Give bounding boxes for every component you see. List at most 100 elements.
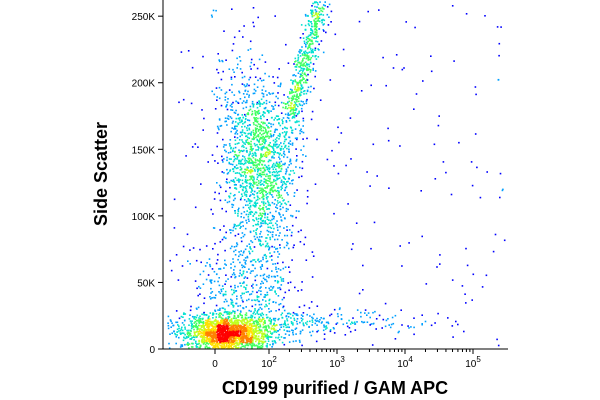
event-dot <box>274 317 277 320</box>
event-dot <box>213 93 216 96</box>
event-dot <box>262 323 265 326</box>
event-dot <box>375 318 378 320</box>
event-dot <box>326 13 329 16</box>
event-dot <box>255 231 257 234</box>
event-dot <box>301 281 303 283</box>
event-dot <box>263 101 265 104</box>
event-dot <box>314 34 316 36</box>
event-dot <box>217 322 220 324</box>
event-dot <box>280 326 282 328</box>
event-dot <box>496 338 498 341</box>
event-dot <box>306 42 309 45</box>
event-dot <box>203 340 206 342</box>
event-dot <box>301 87 304 90</box>
event-dot <box>236 101 239 104</box>
event-dot <box>178 101 180 104</box>
event-dot <box>265 182 267 184</box>
event-dot <box>239 169 242 171</box>
event-dot <box>270 125 273 128</box>
event-dot <box>226 322 228 325</box>
event-dot <box>372 311 374 314</box>
event-dot <box>268 92 270 94</box>
event-dot <box>244 314 247 316</box>
event-dot <box>253 164 256 166</box>
event-dot <box>203 342 206 344</box>
event-dot <box>218 86 221 89</box>
event-dot <box>302 33 304 35</box>
event-dot <box>312 42 314 45</box>
event-dot <box>282 148 285 150</box>
event-dot <box>265 257 267 260</box>
event-dot <box>267 149 269 151</box>
event-dot <box>265 135 267 138</box>
event-dot <box>240 327 243 330</box>
event-dot <box>306 66 308 69</box>
event-dot <box>266 94 268 96</box>
event-dot <box>264 322 266 324</box>
event-dot <box>193 322 196 324</box>
event-dot <box>269 178 271 180</box>
event-dot <box>364 309 367 311</box>
event-dot <box>245 336 248 339</box>
event-dot <box>256 139 259 142</box>
event-dot <box>240 237 243 239</box>
event-dot <box>248 332 251 335</box>
event-dot <box>236 155 239 158</box>
event-dot <box>301 344 303 347</box>
event-dot <box>250 346 253 348</box>
event-dot <box>209 329 211 332</box>
event-dot <box>280 314 283 316</box>
event-dot <box>243 84 246 86</box>
event-dot <box>259 306 262 309</box>
event-dot <box>252 122 255 124</box>
event-dot <box>226 182 228 184</box>
event-dot <box>272 231 274 233</box>
event-dot <box>282 261 284 264</box>
event-dot <box>260 98 263 101</box>
event-dot <box>305 38 308 41</box>
event-dot <box>236 340 238 342</box>
event-dot <box>266 119 268 121</box>
event-dot <box>387 318 389 320</box>
event-dot <box>198 285 200 288</box>
event-dot <box>388 187 390 189</box>
event-dot <box>256 178 258 181</box>
event-dot <box>225 231 227 234</box>
event-dot <box>254 309 256 312</box>
event-dot <box>297 290 299 292</box>
event-dot <box>276 152 279 154</box>
event-dot <box>221 326 224 329</box>
event-dot <box>173 330 175 332</box>
event-dot <box>255 335 258 337</box>
event-dot <box>312 33 315 35</box>
event-dot <box>290 322 293 325</box>
event-dot <box>298 124 300 127</box>
event-dot <box>237 210 240 213</box>
event-dot <box>342 65 345 67</box>
event-dot <box>299 132 301 135</box>
event-dot <box>262 141 265 143</box>
event-dot <box>261 330 263 333</box>
event-dot <box>277 85 280 87</box>
event-dot <box>307 73 309 76</box>
event-dot <box>210 282 213 284</box>
event-dot <box>296 320 298 323</box>
event-dot <box>295 314 298 316</box>
event-dot <box>215 87 218 89</box>
event-dot <box>296 82 298 85</box>
event-dot <box>262 321 265 324</box>
event-dot <box>299 81 302 83</box>
event-dot <box>198 322 201 324</box>
event-dot <box>312 12 315 14</box>
event-dot <box>244 346 246 348</box>
event-dot <box>250 210 252 213</box>
event-dot <box>251 327 253 330</box>
event-dot <box>272 342 274 345</box>
event-dot <box>239 314 242 316</box>
event-dot <box>238 338 240 341</box>
event-dot <box>195 322 198 325</box>
event-dot <box>329 79 332 81</box>
event-dot <box>264 164 266 166</box>
event-dot <box>261 208 263 210</box>
